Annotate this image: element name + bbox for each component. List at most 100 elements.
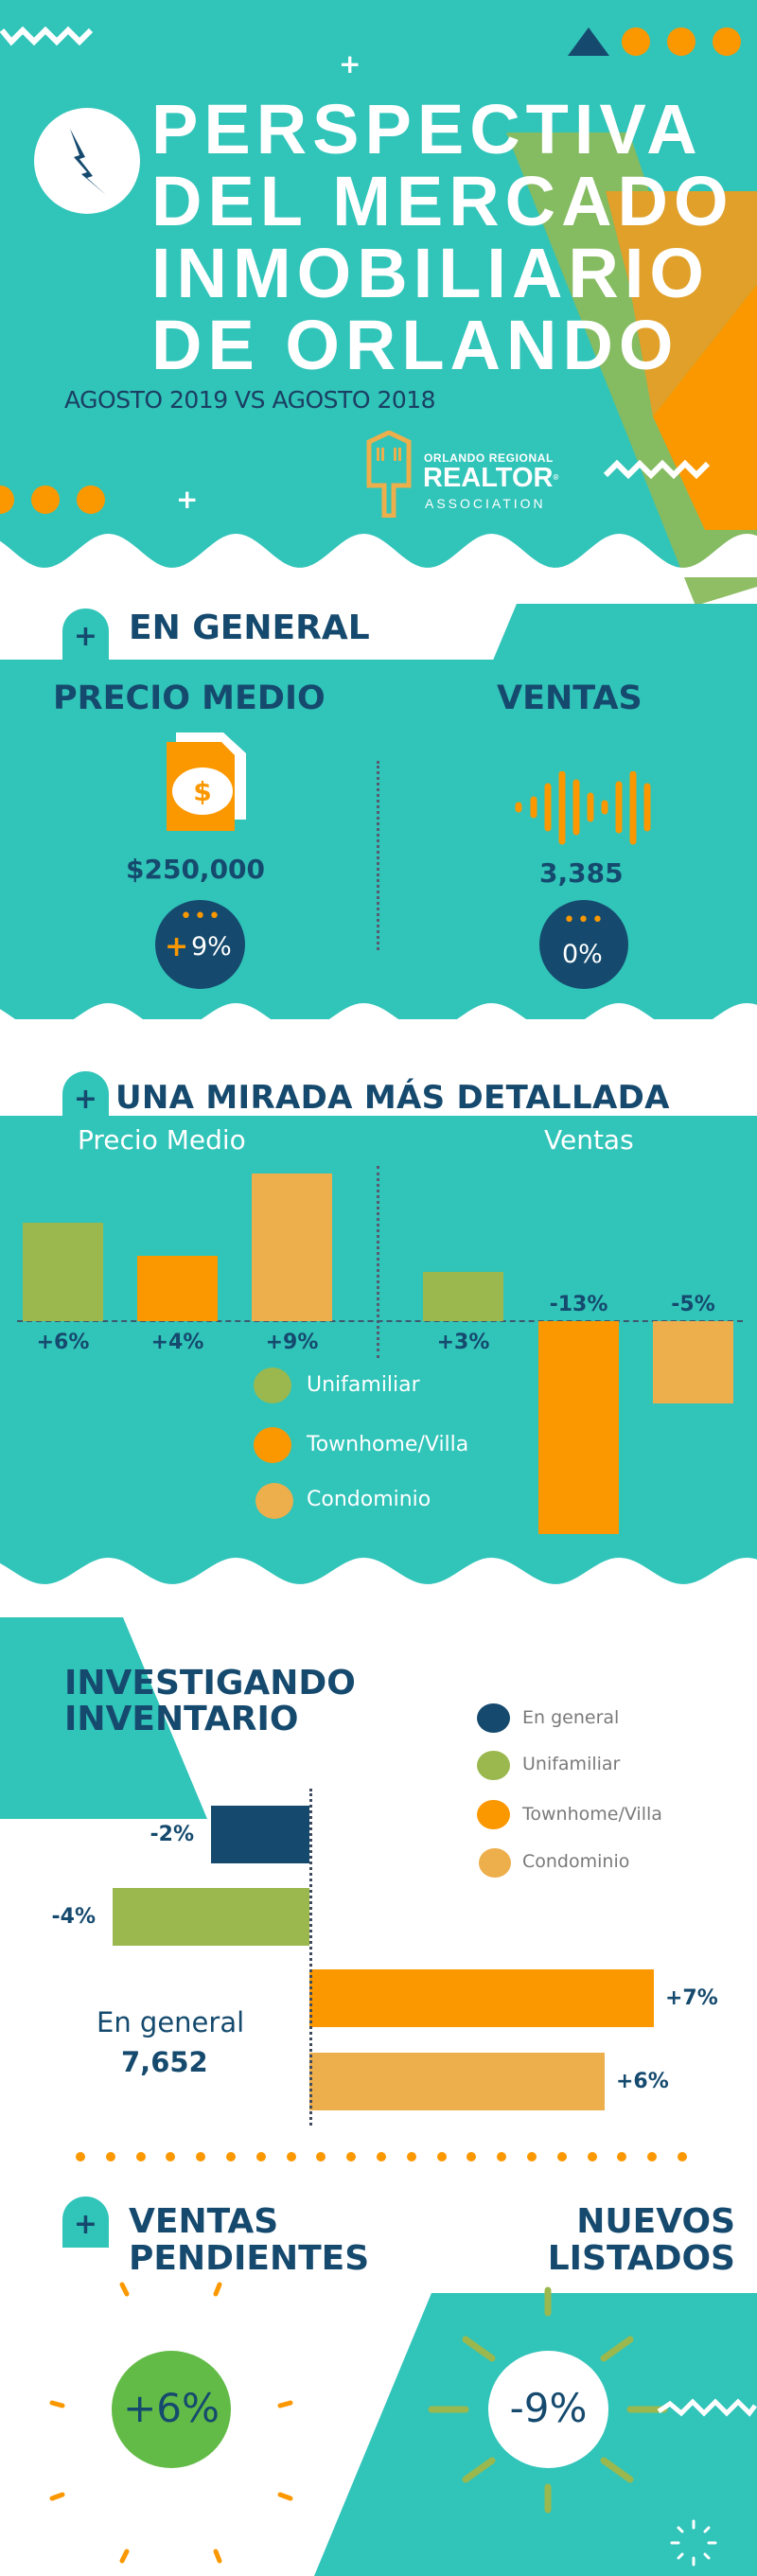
sales-change-badge: ••• 0% <box>539 900 628 989</box>
separator-dot <box>135 2152 146 2161</box>
plus-tab-icon: + <box>62 1071 109 1122</box>
new-listings-badge: -9% <box>488 2351 608 2468</box>
heading-line: NUEVOS <box>576 2202 735 2241</box>
sparkle-icon <box>670 2519 717 2567</box>
separator-dot <box>255 2152 266 2161</box>
bar-value-label: +6% <box>616 2070 669 2093</box>
detail-price-label: Precio Medio <box>78 1124 246 1156</box>
plus-icon: + <box>339 48 361 79</box>
heading-line: INVESTIGANDO <box>64 1664 356 1703</box>
orange-dot <box>0 485 14 514</box>
price-label: PRECIO MEDIO <box>53 679 326 717</box>
wave-shape <box>0 1003 757 1041</box>
bar-value-label: -4% <box>51 1905 96 1929</box>
realtor-logo: ORLANDO REGIONAL REALTOR® ASSOCIATION <box>365 431 583 518</box>
svg-text:$: $ <box>193 776 211 807</box>
separator-dot <box>587 2152 597 2161</box>
inventory-heading: INVESTIGANDO INVENTARIO <box>64 1666 356 1738</box>
zigzag-bottom-right <box>657 2398 757 2417</box>
separator-dot <box>436 2152 447 2161</box>
sound-wave-icon <box>515 771 651 845</box>
legend-swatch-unifamiliar <box>477 1751 510 1780</box>
separator-dot <box>76 2152 85 2161</box>
bar-value-label: -13% <box>549 1293 608 1316</box>
orange-dot <box>713 27 741 56</box>
legend-swatch-unifamiliar <box>254 1367 291 1403</box>
price-change-value: 9% <box>191 932 232 962</box>
pending-badge: +6% <box>112 2351 231 2468</box>
logo-realtor: REALTOR <box>423 463 554 493</box>
logo-line-2: REALTOR® <box>423 464 558 492</box>
bar-value-label: +3% <box>436 1331 490 1354</box>
bar-value-label: -5% <box>671 1293 715 1316</box>
bar-condominio <box>252 1173 332 1321</box>
title-line: INMOBILIARIO <box>151 234 710 312</box>
plus-tab-icon: + <box>62 609 109 660</box>
separator-dot <box>647 2152 658 2161</box>
plus-icon: + <box>165 930 189 963</box>
bar-value-label: -2% <box>150 1823 194 1846</box>
plus-icon: + <box>176 484 199 515</box>
sales-change-value: 0% <box>562 940 603 969</box>
logo-line-1: ORLANDO REGIONAL <box>424 451 554 465</box>
separator-dot <box>377 2152 386 2161</box>
separator-dot <box>316 2152 326 2161</box>
wave-shape <box>0 1558 757 1594</box>
key-house-icon <box>366 431 412 518</box>
new-listings-value: -9% <box>509 2385 588 2431</box>
dots-icon: ••• <box>563 909 606 932</box>
wave-divider <box>0 1003 757 1041</box>
legend-swatch-condominio <box>255 1483 293 1519</box>
price-value: $250,000 <box>126 854 266 885</box>
page-title: PERSPECTIVA DEL MERCADO INMOBILIARIO DE … <box>151 95 734 380</box>
heading-line: INVENTARIO <box>64 1700 299 1738</box>
legend-swatch-condominio <box>479 1848 511 1878</box>
inventory-total-value: 7,652 <box>121 2046 208 2078</box>
new-listings-heading: NUEVOS LISTADOS <box>548 2203 735 2277</box>
legend-label: Townhome/Villa <box>307 1433 469 1456</box>
legend-swatch-en-general <box>477 1703 510 1733</box>
overview-heading: EN GENERAL <box>129 609 370 647</box>
separator-dot <box>617 2152 627 2161</box>
wave-shape <box>0 534 757 577</box>
separator-dot <box>497 2152 507 2161</box>
bar-unifamiliar <box>113 1888 309 1946</box>
separator-dot <box>467 2152 477 2161</box>
sun-rays-green-icon <box>428 2286 668 2514</box>
logo-line-3: ASSOCIATION <box>425 496 546 511</box>
separator-dot <box>196 2152 206 2161</box>
bar-en-general <box>211 1806 309 1863</box>
sales-label: VENTAS <box>497 679 643 717</box>
orange-dot <box>667 27 695 56</box>
wave-divider <box>0 0 757 1609</box>
separator-dot <box>678 2152 687 2161</box>
pending-heading: VENTAS PENDIENTES <box>129 2203 369 2277</box>
bar-townhome-villa <box>309 1969 654 2027</box>
detail-sales-label: Ventas <box>544 1124 634 1156</box>
legend-swatch-townhome <box>254 1427 291 1463</box>
bar-unifamiliar <box>423 1272 503 1321</box>
legend-swatch-townhome <box>477 1800 510 1829</box>
bar-value-label: +7% <box>665 1986 718 2010</box>
orange-dot <box>77 485 105 514</box>
separator-dot <box>527 2152 537 2161</box>
inventory-axis <box>309 1789 312 2126</box>
title-line: DE ORLANDO <box>151 306 679 384</box>
legend-label: Unifamiliar <box>522 1754 621 1774</box>
heading-line: PENDIENTES <box>129 2239 370 2278</box>
lightning-badge <box>34 108 140 214</box>
triangle-icon <box>568 27 609 56</box>
separator-dot <box>556 2152 567 2161</box>
document-dollar-icon: $ <box>167 732 246 831</box>
dots-icon: ••• <box>180 905 222 928</box>
separator-dot <box>226 2152 236 2161</box>
detail-chart-divider <box>377 1166 379 1358</box>
separator-dot <box>406 2152 416 2161</box>
separator-dot <box>166 2152 176 2161</box>
orange-dot <box>622 27 650 56</box>
bar-condominio <box>309 2053 605 2110</box>
title-line: DEL MERCADO <box>151 162 734 240</box>
pending-value: +6% <box>123 2385 220 2431</box>
zigzag-top-left <box>0 26 94 46</box>
bar-value-label: +4% <box>150 1331 204 1354</box>
